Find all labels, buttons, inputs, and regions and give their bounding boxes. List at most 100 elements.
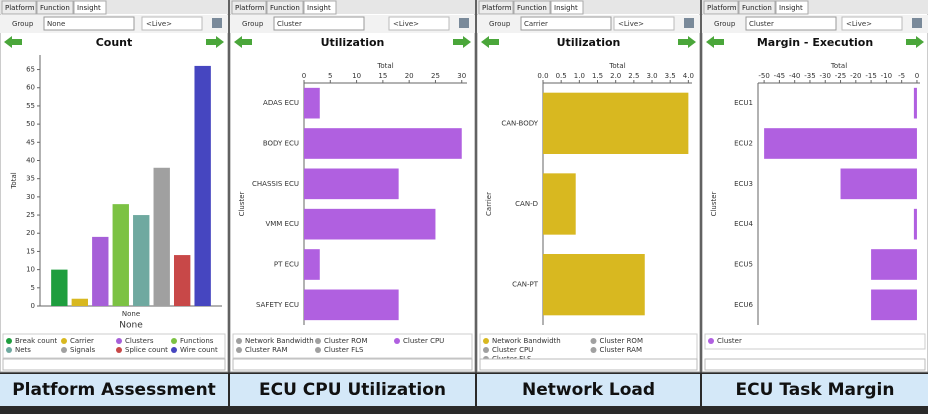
legend-label: Nets <box>15 346 31 354</box>
legend-swatch <box>708 338 714 344</box>
live-box[interactable] <box>388 16 450 31</box>
tab-label: Function <box>40 4 70 12</box>
y-tick-label: 60 <box>26 84 35 92</box>
bar <box>543 173 576 235</box>
search-box[interactable] <box>704 358 926 371</box>
y-tick-label: ECU1 <box>734 99 753 107</box>
search-box[interactable] <box>232 358 473 371</box>
bar <box>543 92 689 154</box>
y-tick-label: 40 <box>26 156 35 164</box>
y-tick-label: 55 <box>26 102 35 110</box>
y-tick-label: VMM ECU <box>265 220 299 228</box>
tab[interactable] <box>513 0 551 15</box>
toolbar-icon[interactable] <box>459 18 469 28</box>
toolbar-icon[interactable] <box>684 18 694 28</box>
legend-label: Cluster CPU <box>492 346 533 354</box>
live-placeholder: <Live> <box>146 20 172 28</box>
search-box[interactable] <box>2 358 226 371</box>
tab[interactable] <box>738 0 776 15</box>
legend-label: Cluster FLS <box>324 346 364 354</box>
live-box[interactable] <box>841 16 903 31</box>
y-tick-label: SAFETY ECU <box>256 301 299 309</box>
x-tick-label: 30 <box>457 72 466 80</box>
y-tick-label: 5 <box>31 284 35 292</box>
x-tick-label: 25 <box>431 72 440 80</box>
tab-label: Insight <box>554 4 578 12</box>
legend-swatch <box>171 338 177 344</box>
live-box[interactable] <box>613 16 675 31</box>
legend-label: Cluster ROM <box>324 337 367 345</box>
group-value: Cluster <box>277 20 302 28</box>
forward-arrow[interactable] <box>453 36 471 48</box>
y-tick-label: ECU2 <box>734 140 753 148</box>
tab[interactable] <box>550 0 584 15</box>
bar <box>304 208 436 240</box>
legend-swatch <box>171 347 177 353</box>
legend-swatch <box>483 347 489 353</box>
legend-label: Cluster ROM <box>600 337 643 345</box>
group-select[interactable] <box>43 16 135 31</box>
y-tick-label: ECU4 <box>734 220 753 228</box>
back-arrow[interactable] <box>234 36 252 48</box>
back-arrow[interactable] <box>4 36 22 48</box>
x-tick-label: 2.0 <box>610 72 621 80</box>
tab[interactable] <box>478 0 514 15</box>
tab[interactable] <box>231 0 267 15</box>
legend-swatch <box>590 338 597 344</box>
legend-label: Network Bandwidth <box>245 337 314 345</box>
tab[interactable] <box>303 0 337 15</box>
legend-label: Functions <box>180 337 214 345</box>
search-box[interactable] <box>479 358 698 371</box>
forward-arrow[interactable] <box>678 36 696 48</box>
x-tick-label: 4.0 <box>683 72 694 80</box>
x-tick-label: 10 <box>352 72 361 80</box>
chart-title: Utilization <box>321 36 385 49</box>
x-axis-label: Total <box>830 62 847 70</box>
group-select[interactable] <box>745 16 837 31</box>
bar <box>871 249 917 280</box>
bar <box>871 289 917 321</box>
bar <box>194 65 211 306</box>
legend-swatch <box>483 338 489 344</box>
group-select[interactable] <box>273 16 365 31</box>
tab[interactable] <box>36 0 74 15</box>
bar <box>304 128 462 159</box>
legend-label: Signals <box>70 346 96 354</box>
legend-label: Cluster <box>717 337 742 345</box>
panel: Platform Function Insight Group Cluster <Live… <box>229 0 476 406</box>
tab[interactable] <box>703 0 739 15</box>
toolbar-icon[interactable] <box>912 18 922 28</box>
y-tick-label: ADAS ECU <box>263 99 299 107</box>
legend-label: Cluster CPU <box>403 337 444 345</box>
back-arrow[interactable] <box>481 36 499 48</box>
x-tick-label: -5 <box>898 72 905 80</box>
bar <box>173 255 191 306</box>
y-axis-label: Total <box>10 172 18 189</box>
tab[interactable] <box>73 0 107 15</box>
bar <box>304 87 320 119</box>
tab[interactable] <box>266 0 304 15</box>
tab[interactable] <box>1 0 37 15</box>
bar <box>913 87 917 119</box>
live-placeholder: <Live> <box>393 20 419 28</box>
x-tick-label: 0.0 <box>537 72 548 80</box>
forward-arrow[interactable] <box>906 36 924 48</box>
forward-arrow[interactable] <box>206 36 224 48</box>
group-label: Group <box>242 20 264 28</box>
legend-swatch <box>116 347 122 353</box>
group-label: Group <box>12 20 34 28</box>
group-select[interactable] <box>520 16 612 31</box>
live-box[interactable] <box>141 16 203 31</box>
panel: Platform Function Insight Group Cluster <Live… <box>701 0 928 406</box>
legend-swatch <box>315 338 321 344</box>
tab-label: Function <box>517 4 547 12</box>
group-value: Cluster <box>749 20 774 28</box>
tab[interactable] <box>775 0 809 15</box>
bar <box>51 269 68 306</box>
y-tick-label: 0 <box>31 302 35 310</box>
caption-bg <box>0 374 228 406</box>
back-arrow[interactable] <box>706 36 724 48</box>
toolbar-icon[interactable] <box>212 18 222 28</box>
